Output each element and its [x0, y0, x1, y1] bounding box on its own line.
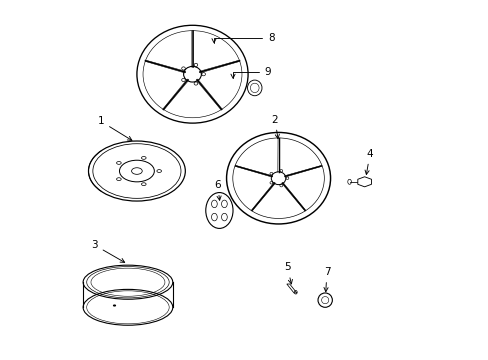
Text: 7: 7: [323, 267, 329, 292]
Text: 2: 2: [271, 114, 279, 139]
Text: 9: 9: [230, 67, 270, 78]
Text: 6: 6: [214, 180, 221, 200]
Text: 1: 1: [98, 116, 132, 140]
Text: 4: 4: [364, 149, 372, 175]
Ellipse shape: [113, 305, 115, 306]
Text: 3: 3: [91, 240, 124, 262]
Text: 5: 5: [284, 262, 292, 284]
Text: 8: 8: [211, 33, 274, 43]
